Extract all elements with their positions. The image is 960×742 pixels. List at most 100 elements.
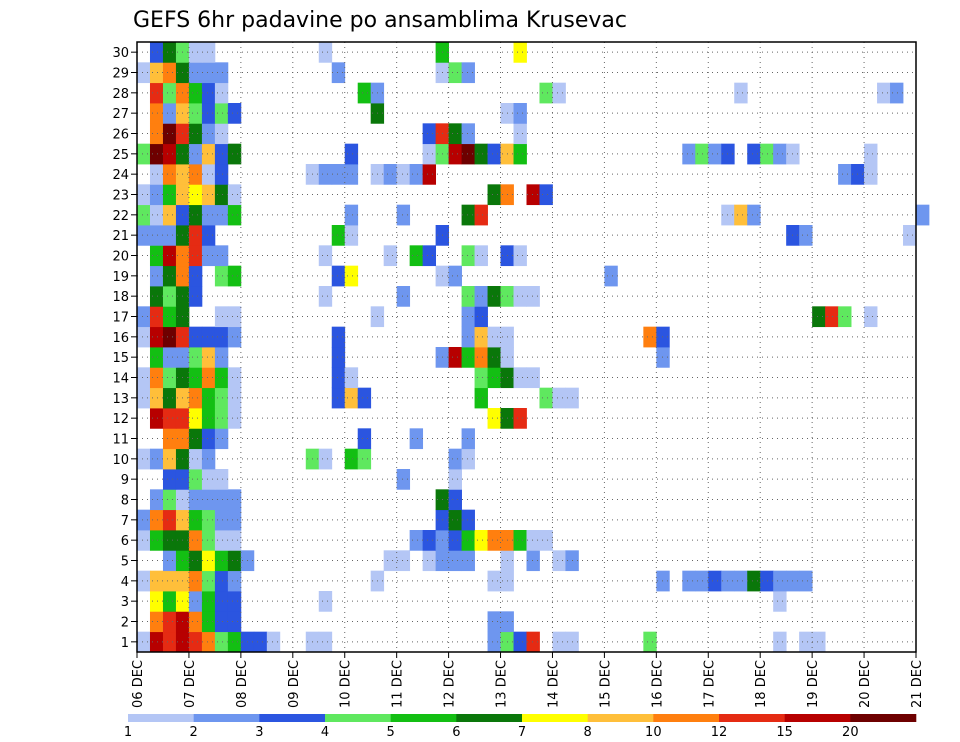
cell-member-18-step-20: [396, 286, 411, 307]
cell-member-29-step-2: [162, 62, 177, 84]
cell-member-25-step-5: [201, 143, 216, 165]
cell-member-22-step-5: [201, 204, 216, 226]
x-tick-label: 11 DEC: [391, 660, 406, 708]
cell-member-11-step-4: [188, 428, 203, 450]
cell-member-10-step-1: [149, 448, 164, 470]
cell-member-5-step-6: [214, 550, 229, 572]
colorbar-label: 20: [842, 725, 859, 740]
cell-member-6-step-27: [487, 530, 501, 551]
cell-member-5-step-7: [227, 550, 242, 572]
cell-member-18-step-2: [162, 286, 177, 307]
cell-member-7-step-4: [188, 509, 203, 531]
cell-member-16-step-39: [643, 326, 657, 348]
cell-member-11-step-17: [357, 428, 372, 450]
y-tick-label: 13: [112, 392, 129, 407]
cell-member-4-step-44: [708, 570, 722, 592]
y-tick-label: 4: [121, 575, 129, 590]
cell-member-2-step-5: [201, 611, 216, 633]
cell-member-13-step-1: [149, 387, 164, 409]
cell-member-16-step-15: [331, 326, 346, 348]
cell-member-1-step-30: [526, 631, 540, 653]
heatmap-cells: [137, 42, 930, 653]
cell-member-12-step-6: [214, 408, 229, 429]
x-tick-label: 21 DEC: [910, 660, 925, 708]
y-tick-label: 15: [112, 351, 129, 366]
y-tick-label: 11: [112, 433, 129, 448]
cell-member-16-step-0: [137, 326, 151, 348]
cell-member-1-step-0: [137, 631, 151, 653]
cell-member-3-step-14: [318, 591, 333, 612]
cell-member-7-step-5: [201, 509, 216, 531]
cell-member-23-step-4: [188, 184, 203, 206]
cell-member-12-step-7: [227, 408, 242, 429]
cell-member-2-step-1: [149, 611, 164, 633]
cell-member-22-step-0: [137, 204, 151, 226]
cell-member-25-step-44: [708, 143, 722, 165]
cell-member-6-step-30: [526, 530, 540, 551]
y-tick-label: 10: [112, 453, 129, 468]
cell-member-4-step-51: [799, 570, 813, 592]
cell-member-29-step-24: [448, 62, 462, 84]
cell-member-27-step-4: [188, 103, 203, 124]
cell-member-25-step-7: [227, 143, 242, 165]
cell-member-25-step-0: [137, 143, 151, 165]
cell-member-6-step-6: [214, 530, 229, 551]
cell-member-25-step-56: [864, 143, 878, 165]
cell-member-7-step-6: [214, 509, 229, 531]
cell-member-25-step-29: [513, 143, 527, 165]
cell-member-19-step-15: [331, 265, 346, 287]
cell-member-13-step-5: [201, 387, 216, 409]
cell-member-18-step-25: [461, 286, 475, 307]
cell-member-29-step-15: [331, 62, 346, 84]
cell-member-1-step-49: [773, 631, 787, 653]
y-tick-label: 18: [112, 290, 129, 305]
cell-member-20-step-6: [214, 245, 229, 267]
cell-member-12-step-27: [487, 408, 501, 429]
cell-member-18-step-26: [474, 286, 488, 307]
cell-member-27-step-5: [201, 103, 216, 124]
colorbar-label: 4: [321, 725, 329, 740]
cell-member-17-step-7: [227, 306, 242, 328]
cell-member-4-step-48: [760, 570, 774, 592]
cell-member-25-step-48: [760, 143, 774, 165]
cell-member-25-step-43: [695, 143, 709, 165]
cell-member-18-step-1: [149, 286, 164, 307]
y-tick-label: 28: [112, 87, 129, 102]
cell-member-4-step-40: [656, 570, 670, 592]
cell-member-28-step-58: [890, 82, 904, 104]
cell-member-6-step-0: [137, 530, 151, 551]
cell-member-14-step-30: [526, 367, 540, 389]
x-tick-label: 12 DEC: [443, 660, 458, 708]
cell-member-8-step-24: [448, 489, 462, 511]
cell-member-13-step-2: [162, 387, 177, 409]
x-axis: 06 DEC 07 DEC 08 DEC 09 DEC 10 DEC 11 DEC 12 D…: [131, 652, 925, 708]
cell-member-21-step-4: [188, 225, 203, 246]
cell-member-1-step-6: [214, 631, 229, 653]
cell-member-23-step-27: [487, 184, 501, 206]
cell-member-15-step-6: [214, 347, 229, 368]
cell-member-27-step-2: [162, 103, 177, 124]
cell-member-11-step-25: [461, 428, 475, 450]
cell-member-16-step-40: [656, 326, 670, 348]
cell-member-25-step-4: [188, 143, 203, 165]
y-tick-label: 22: [112, 209, 129, 224]
y-tick-label: 7: [121, 514, 129, 529]
cell-member-27-step-7: [227, 103, 242, 124]
cell-member-25-step-22: [422, 143, 437, 165]
cell-member-21-step-51: [799, 225, 813, 246]
cell-member-17-step-52: [812, 306, 826, 328]
cell-member-29-step-0: [137, 62, 151, 84]
cell-member-1-step-5: [201, 631, 216, 653]
cell-member-4-step-42: [682, 570, 696, 592]
cell-member-17-step-6: [214, 306, 229, 328]
cell-member-24-step-56: [864, 164, 878, 185]
cell-member-19-step-2: [162, 265, 177, 287]
cell-member-1-step-14: [318, 631, 333, 653]
cell-member-7-step-7: [227, 509, 242, 531]
cell-member-13-step-15: [331, 387, 346, 409]
cell-member-20-step-25: [461, 245, 475, 267]
cell-member-2-step-4: [188, 611, 203, 633]
cell-member-1-step-27: [487, 631, 501, 653]
cell-member-29-step-6: [214, 62, 229, 84]
